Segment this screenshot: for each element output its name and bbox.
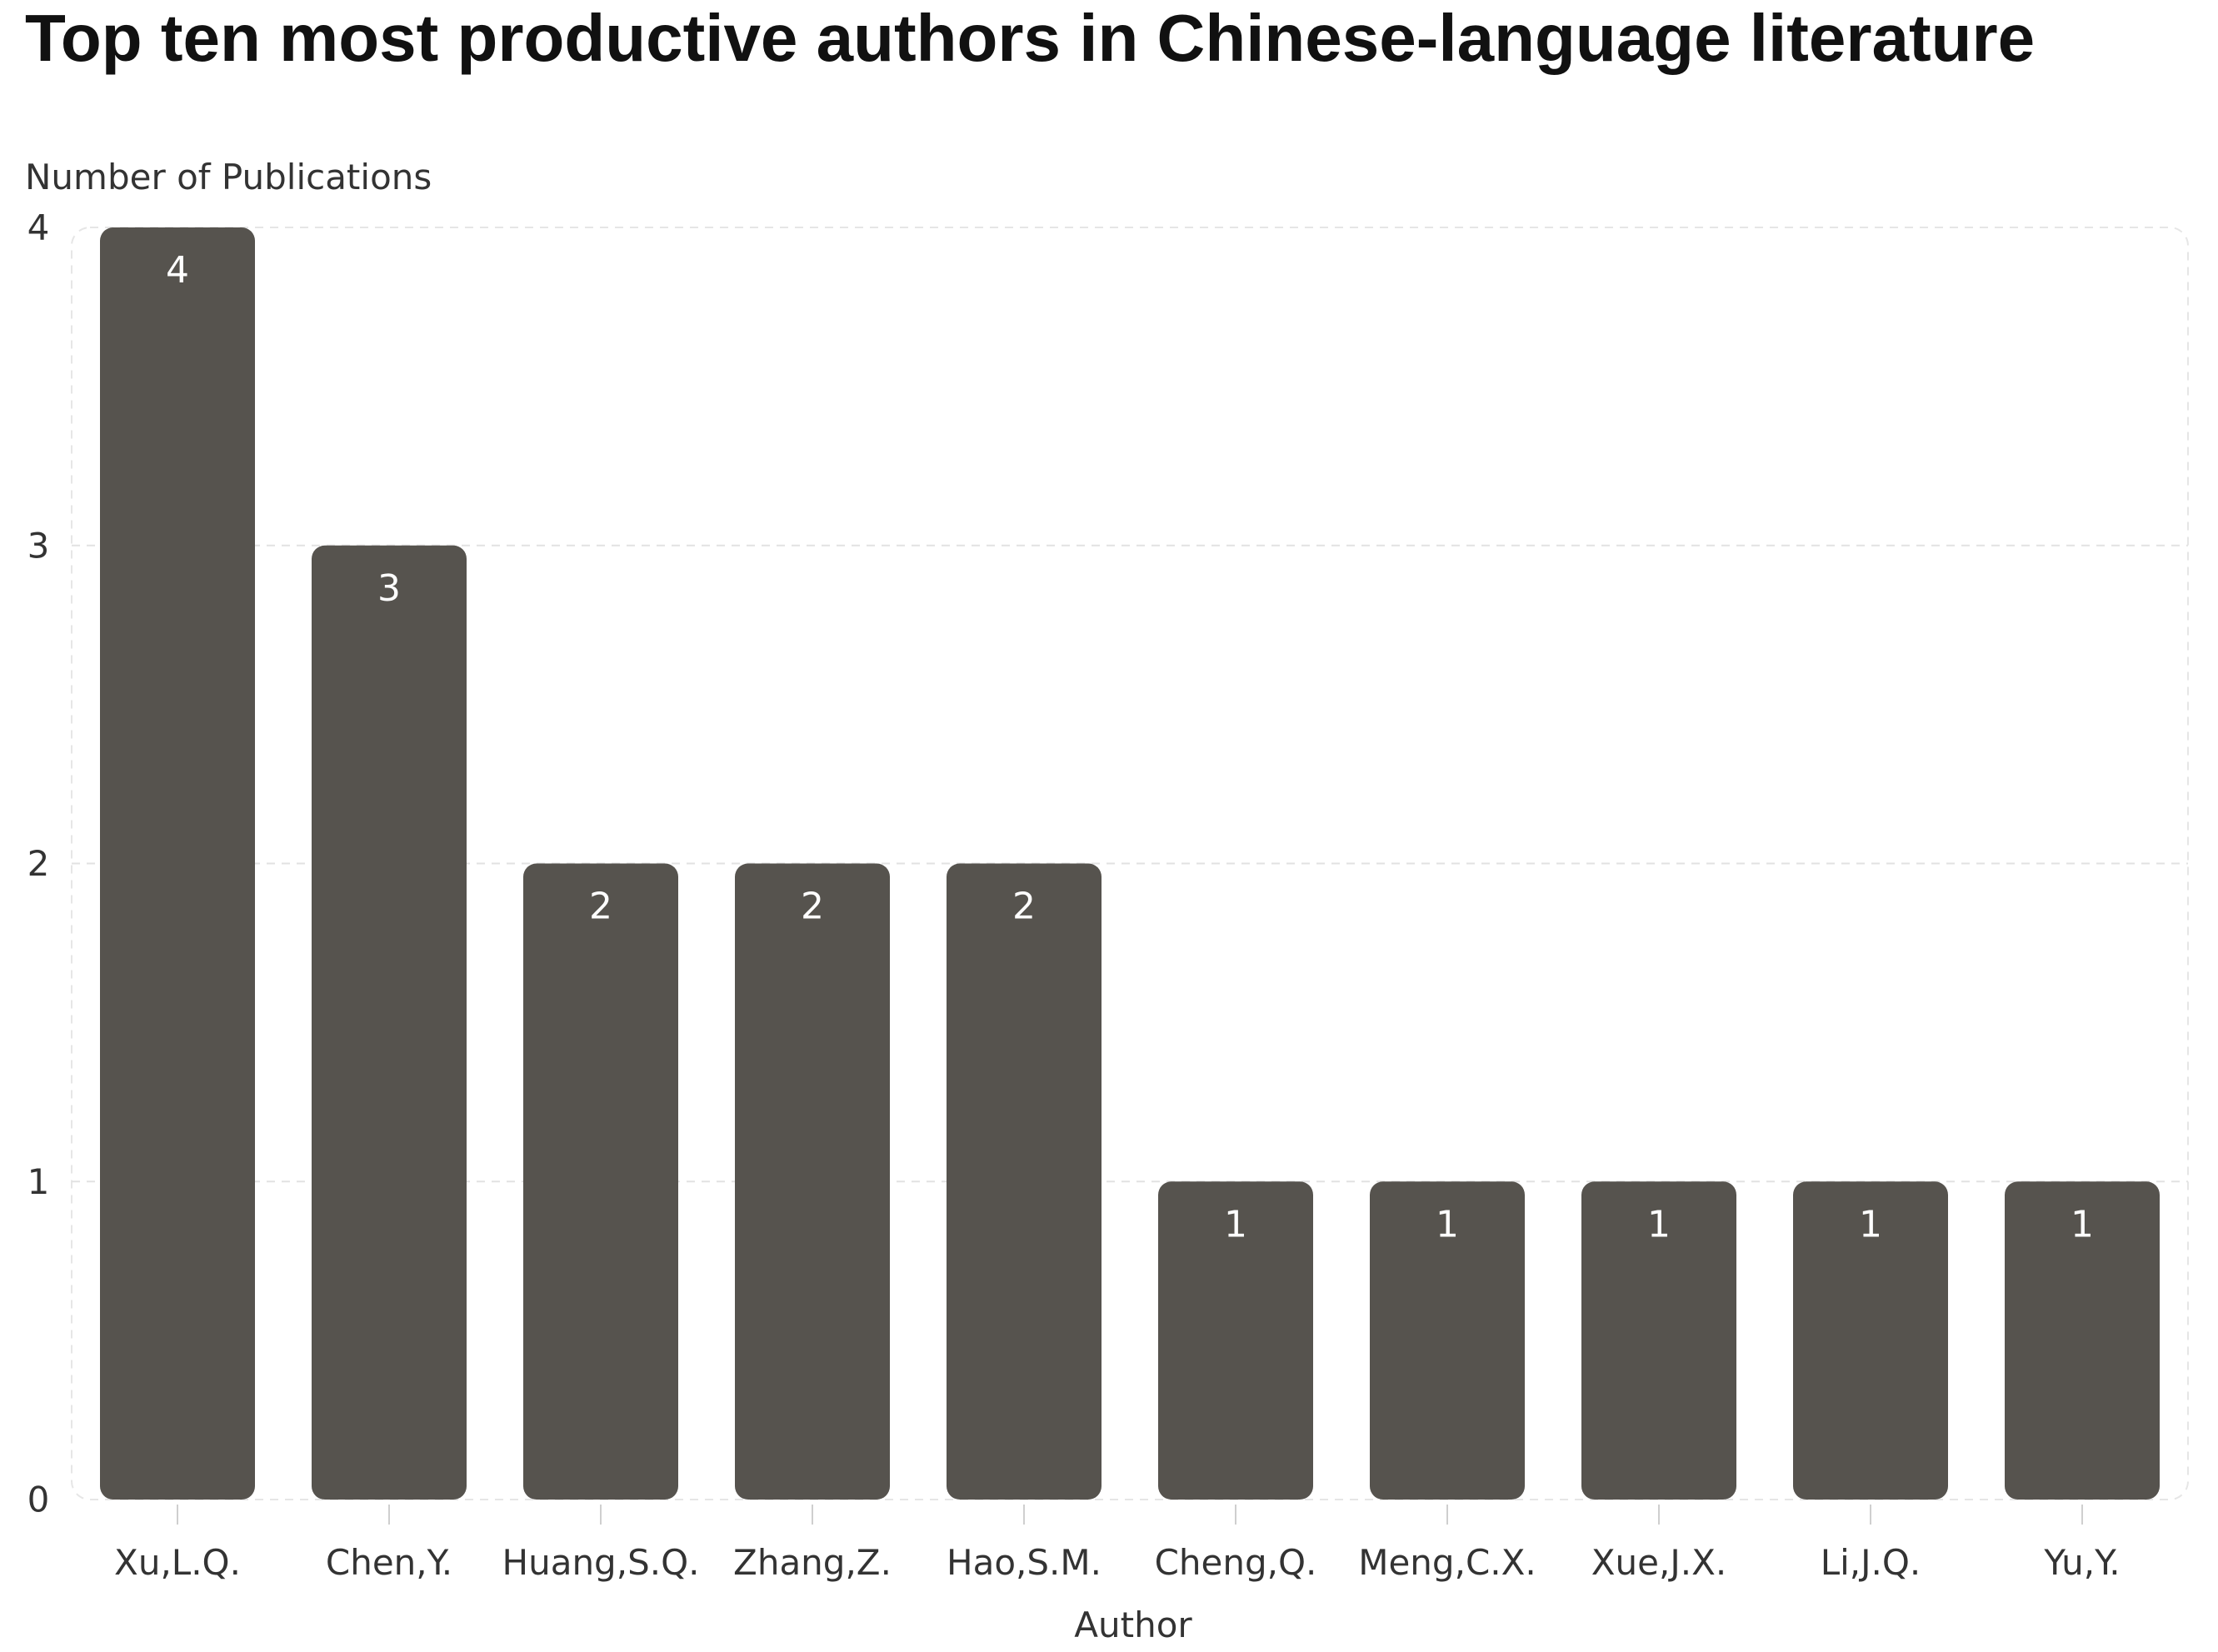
bar-Yu,Y. xyxy=(2005,1181,2160,1500)
y-tick-label: 3 xyxy=(27,525,50,566)
x-axis: Xu,L.Q. Chen,Y. Huang,S.Q. Zhang,Z. Hao,S.M.… xyxy=(114,1505,2121,1583)
plot-frame xyxy=(71,227,2189,1500)
y-tick-label: 0 xyxy=(27,1480,50,1520)
bar-Chen,Y. xyxy=(312,545,467,1500)
bar-Hao,S.M. xyxy=(947,863,1102,1500)
x-tick-label: Yu,Y. xyxy=(2043,1542,2120,1583)
x-tick-label: Huang,S.Q. xyxy=(502,1542,700,1583)
bar-value-label: 1 xyxy=(1647,1203,1671,1245)
y-tick-label: 2 xyxy=(27,843,50,884)
x-tick-label: Xu,L.Q. xyxy=(114,1542,241,1583)
x-tick-label: Zhang,Z. xyxy=(733,1542,892,1583)
bars xyxy=(100,227,2160,1500)
bar-Xu,L.Q. xyxy=(100,227,255,1500)
bar-value-label: 2 xyxy=(1012,886,1036,928)
x-axis-title: Author xyxy=(1074,1605,1192,1645)
x-tick-label: Li,J.Q. xyxy=(1821,1542,1921,1583)
bar-Cheng,Q. xyxy=(1158,1181,1313,1500)
bar-value-label: 2 xyxy=(589,886,612,928)
y-tick-label: 4 xyxy=(27,207,50,248)
bar-value-label: 1 xyxy=(2071,1203,2094,1245)
bar-Zhang,Z. xyxy=(735,863,890,1500)
x-tick-label: Xue,J.X. xyxy=(1591,1542,1726,1583)
y-axis: 0 1 2 3 4 xyxy=(27,207,50,1520)
x-tick-label: Meng,C.X. xyxy=(1358,1542,1536,1583)
bar-value-label: 1 xyxy=(1859,1203,1882,1245)
y-axis-title: Number of Publications xyxy=(25,157,432,197)
bar-Huang,S.Q. xyxy=(523,863,678,1500)
bar-Meng,C.X. xyxy=(1370,1181,1525,1500)
chart-title: Top ten most productive authors in Chine… xyxy=(25,1,2036,75)
x-tick-label: Chen,Y. xyxy=(326,1542,452,1583)
bar-value-label: 4 xyxy=(166,249,189,292)
bar-Xue,J.X. xyxy=(1581,1181,1736,1500)
bar-Li,J.Q. xyxy=(1793,1181,1948,1500)
bar-value-label: 1 xyxy=(1436,1203,1459,1245)
x-tick-label: Cheng,Q. xyxy=(1155,1542,1317,1583)
x-tick-label: Hao,S.M. xyxy=(947,1542,1102,1583)
y-tick-label: 1 xyxy=(27,1161,50,1202)
bar-value-label: 2 xyxy=(801,886,824,928)
bar-value-label: 3 xyxy=(377,567,401,610)
bar-value-label: 1 xyxy=(1224,1203,1247,1245)
bar-value-labels: 4 3 2 2 2 1 1 1 1 1 xyxy=(166,249,2094,1245)
